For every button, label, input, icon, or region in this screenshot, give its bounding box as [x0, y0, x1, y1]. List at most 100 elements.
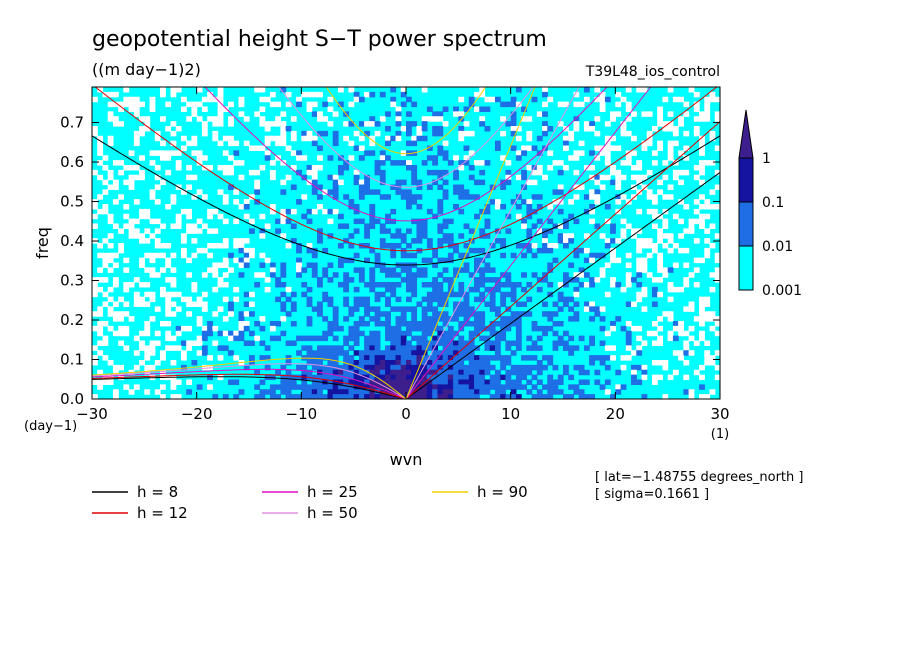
heatmap-cell [615, 389, 622, 395]
heatmap-cell [583, 369, 590, 376]
heatmap-cell [212, 243, 219, 249]
heatmap-cell [217, 91, 224, 98]
heatmap-cell [353, 145, 360, 151]
heatmap-cell [494, 369, 501, 376]
heatmap-cell [411, 199, 418, 205]
heatmap-cell [290, 301, 297, 307]
heatmap-cell [667, 194, 674, 200]
heatmap-cell [280, 316, 287, 322]
heatmap-cell [589, 282, 595, 288]
heatmap-cell [92, 286, 98, 293]
heatmap-cell [385, 218, 391, 225]
heatmap-cell [222, 150, 229, 156]
heatmap-cell [317, 116, 323, 122]
heatmap-cell [123, 330, 130, 337]
heatmap-cell [474, 257, 480, 264]
heatmap-cell [385, 389, 391, 395]
heatmap-cell [102, 257, 109, 264]
heatmap-cell [447, 394, 454, 399]
heatmap-cell [264, 96, 271, 103]
heatmap-cell [573, 150, 580, 156]
heatmap-cell [693, 238, 700, 244]
heatmap-cell [458, 233, 465, 239]
heatmap-cell [552, 311, 559, 317]
heatmap-cell [149, 106, 156, 112]
heatmap-cell [379, 369, 386, 376]
heatmap-cell [254, 199, 261, 205]
heatmap-cell [484, 208, 491, 215]
heatmap-cell [385, 272, 391, 278]
heatmap-cell [358, 277, 365, 283]
heatmap-cell [515, 340, 522, 346]
heatmap-cell [531, 355, 538, 361]
heatmap-cell [196, 384, 203, 390]
heatmap-cell [437, 384, 444, 390]
heatmap-cell [447, 364, 454, 371]
heatmap-cell [610, 247, 616, 254]
heatmap-cell [369, 360, 376, 366]
heatmap-cell [662, 174, 669, 181]
heatmap-cell [369, 116, 376, 122]
x-axis-title: wvn [390, 450, 423, 469]
heatmap-cell [170, 345, 177, 351]
heatmap-cell [432, 340, 438, 346]
heatmap-cell [358, 179, 365, 186]
heatmap-cell [416, 369, 423, 376]
heatmap-cell [620, 121, 627, 127]
heatmap-cell [526, 208, 533, 215]
heatmap-cell [489, 296, 496, 303]
heatmap-cell [421, 321, 428, 327]
heatmap-cell [468, 228, 475, 234]
heatmap-cell [479, 228, 486, 234]
heatmap-cell [437, 174, 444, 181]
heatmap-cell [552, 364, 559, 371]
heatmap-cell [489, 394, 496, 399]
heatmap-cell [301, 282, 308, 288]
heatmap-cell [515, 325, 522, 332]
heatmap-cell [149, 272, 156, 278]
heatmap-cell [133, 199, 140, 205]
heatmap-cell [651, 374, 658, 381]
heatmap-cell [442, 374, 449, 381]
heatmap-cell [563, 238, 569, 244]
heatmap-cell [317, 384, 323, 390]
heatmap-cell [688, 389, 695, 395]
heatmap-cell [573, 311, 580, 317]
heatmap-cell [327, 384, 334, 390]
heatmap-cell [510, 282, 517, 288]
heatmap-cell [275, 116, 281, 122]
heatmap-cell [233, 218, 240, 225]
heatmap-cell [599, 252, 606, 259]
heatmap-cell [280, 262, 287, 268]
heatmap-cell [426, 257, 433, 264]
heatmap-cell [406, 96, 412, 103]
heatmap-cell [269, 267, 276, 273]
heatmap-cell [249, 340, 255, 346]
heatmap-cell [411, 306, 418, 312]
heatmap-cell [557, 340, 564, 346]
heatmap-cell [411, 291, 418, 298]
heatmap-cell [259, 228, 266, 234]
heatmap-cell [704, 116, 711, 122]
heatmap-cell [395, 335, 402, 342]
heatmap-cell [636, 335, 643, 342]
heatmap-cell [442, 379, 449, 385]
heatmap-cell [704, 160, 711, 166]
heatmap-cell [594, 87, 601, 93]
heatmap-cell [557, 233, 564, 239]
heatmap-cell [693, 165, 700, 171]
heatmap-cell [542, 121, 548, 127]
heatmap-cell [563, 223, 569, 229]
heatmap-cell [358, 189, 365, 195]
heatmap-cell [620, 194, 627, 200]
heatmap-cell [317, 389, 323, 395]
heatmap-cell [458, 184, 465, 190]
heatmap-cell [458, 301, 465, 307]
heatmap-cell [353, 130, 360, 137]
heatmap-cell [196, 335, 203, 342]
heatmap-cell [128, 228, 135, 234]
heatmap-cell [625, 223, 632, 229]
heatmap-cell [369, 204, 376, 210]
heatmap-cell [400, 340, 407, 346]
heatmap-cell [489, 199, 496, 205]
